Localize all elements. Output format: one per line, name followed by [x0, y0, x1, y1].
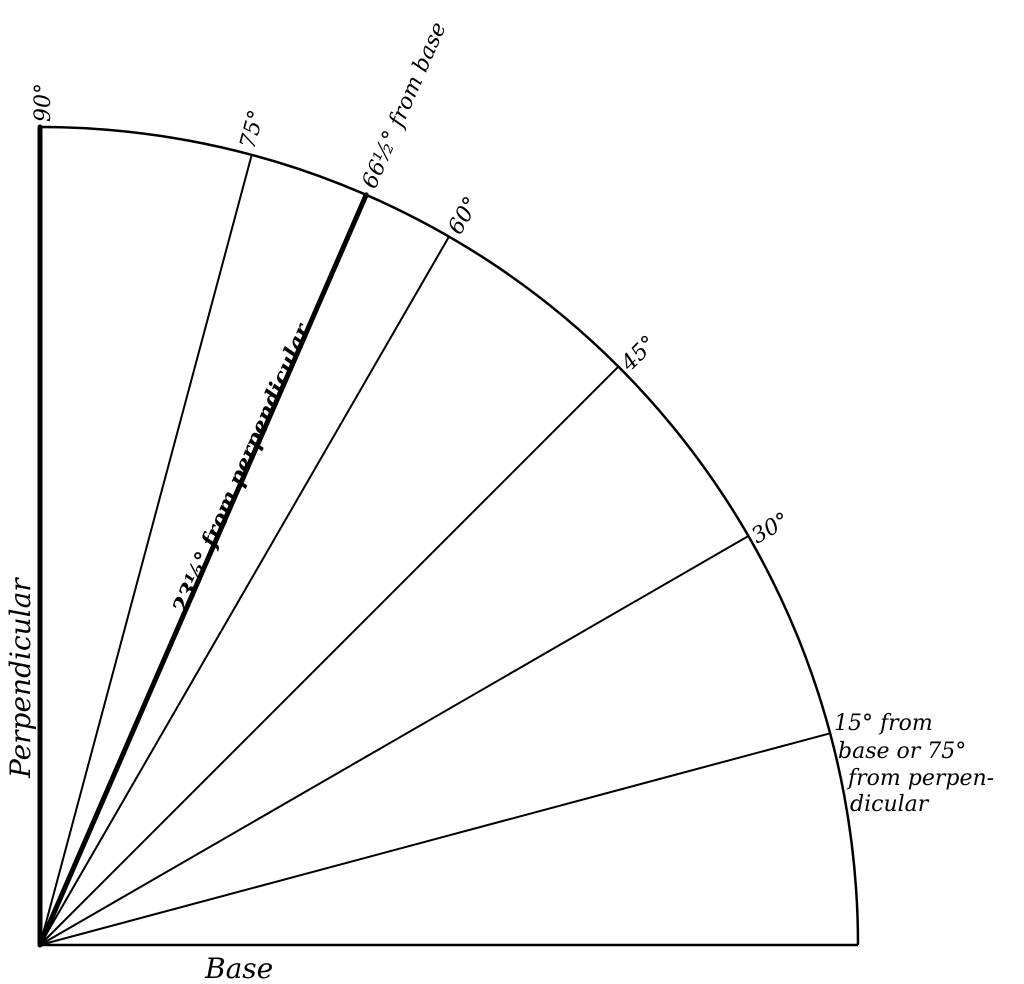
- radial-line-75-degrees: [39, 153, 253, 946]
- label-15-degrees-line-2: base or 75°: [838, 739, 966, 764]
- label-30-degrees: 30°: [748, 508, 794, 549]
- radial-line-15-degrees: [39, 732, 832, 946]
- radial-line-30-degrees: [39, 535, 750, 946]
- diagram-geometry: [37, 124, 860, 948]
- label-90-degrees: 90°: [31, 83, 56, 122]
- label-base: Base: [204, 952, 273, 984]
- label-perpendicular: Perpendicular: [4, 577, 37, 779]
- label-from-perpendicular: 23½° from perpendicular: [167, 319, 316, 618]
- label-15-degrees-line-1: 15° from: [834, 711, 933, 736]
- radial-line-45-degrees: [39, 365, 620, 946]
- radial-line-60-degrees: [39, 235, 450, 946]
- radial-line-66-5-degrees: [37, 192, 369, 948]
- label-75-degrees: 75°: [236, 107, 270, 151]
- label-15-degrees-line-3: from perpen-: [846, 766, 994, 791]
- label-15-degrees-line-4: dicular: [850, 792, 930, 817]
- label-66-half-degrees: 66½° from base: [358, 19, 452, 193]
- label-60-degrees: 60°: [444, 193, 485, 239]
